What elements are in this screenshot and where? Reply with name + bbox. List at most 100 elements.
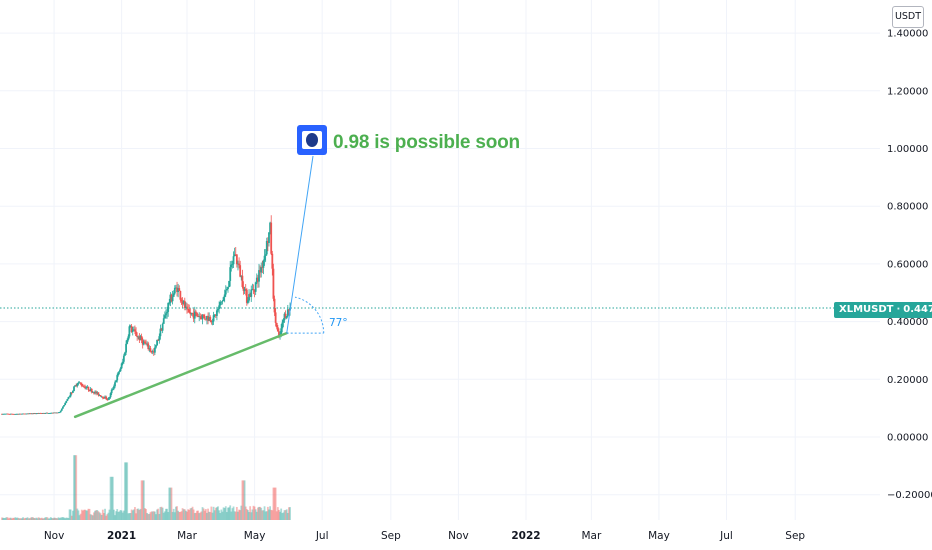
candle-body: [270, 222, 273, 254]
volume-bar: [72, 510, 74, 520]
volume-bar: [38, 517, 41, 520]
candle-body: [58, 412, 61, 414]
volume-bar: [24, 517, 27, 520]
volume-bar: [43, 518, 45, 520]
volume-bar: [166, 508, 168, 520]
candle-body: [197, 315, 199, 317]
x-tick-label: Jul: [719, 530, 733, 542]
candle-body: [238, 263, 240, 266]
volume-bar: [146, 512, 149, 520]
candle-body: [7, 413, 10, 415]
volume-bar: [124, 462, 126, 520]
volume-bar: [225, 512, 228, 520]
volume-bar: [197, 510, 199, 520]
volume-bar: [132, 509, 135, 520]
x-tick-label: 2021: [107, 530, 136, 542]
candle-body: [34, 413, 37, 415]
volume-bar: [78, 515, 81, 520]
candle-body: [75, 385, 78, 387]
candle-body: [83, 386, 85, 388]
candle-body: [217, 308, 219, 311]
candle-body: [17, 413, 20, 415]
candle-body: [255, 277, 258, 283]
volume-bar: [145, 509, 147, 520]
volume-bar: [187, 509, 190, 520]
callout-annotation[interactable]: 0.98 is possible soon: [333, 132, 520, 153]
volume-bar: [33, 517, 36, 520]
candle-body: [135, 331, 137, 336]
volume-bar: [219, 513, 222, 520]
volume-bar: [289, 507, 291, 520]
volume-bar: [84, 509, 86, 520]
candle-body: [131, 330, 134, 332]
volume-bar: [254, 509, 257, 520]
angle-arc: [294, 296, 325, 334]
candle-body: [168, 302, 171, 304]
coin-icon[interactable]: [297, 125, 327, 155]
candle-body: [158, 336, 161, 341]
candle-body: [66, 399, 69, 401]
volume-bar: [288, 507, 290, 520]
candle-body: [68, 396, 71, 398]
candle-body: [237, 263, 239, 265]
candle-body: [27, 413, 30, 415]
volume-bar: [28, 518, 31, 520]
candle-body: [141, 340, 144, 345]
candle-body: [179, 290, 182, 300]
candle-body: [284, 313, 287, 319]
candle-body: [103, 397, 105, 399]
volume-bar: [262, 510, 265, 520]
candle-body: [224, 290, 227, 295]
candle-body: [207, 315, 209, 321]
candle-body: [136, 335, 139, 337]
volume-bar: [275, 511, 278, 520]
volume-bar: [211, 512, 214, 520]
volume-bar: [218, 510, 221, 520]
candle-body: [206, 315, 208, 320]
currency-unit-label[interactable]: USDT: [892, 6, 924, 28]
volume-bar: [192, 509, 195, 520]
candle-body: [21, 413, 23, 415]
y-tick-label: 0.00000: [887, 433, 928, 444]
x-axis[interactable]: Nov 2021 Mar May Jul Sep Nov 2022 Mar May Jul Sep: [44, 530, 806, 542]
candle-body: [234, 254, 237, 256]
candle-body: [37, 413, 40, 414]
volume-bar: [279, 511, 281, 520]
candle-body: [249, 294, 252, 297]
y-axis[interactable]: 1.40000 1.20000 1.00000 0.80000 0.60000 0.400…: [887, 29, 932, 502]
volume-bar: [259, 506, 262, 520]
badge-separator: ·: [896, 304, 901, 315]
candle-body: [134, 329, 136, 332]
volume-bar: [48, 518, 51, 520]
candle-body: [258, 270, 260, 282]
candle-body: [59, 410, 62, 413]
volume-bar: [44, 517, 47, 520]
candle-body: [119, 368, 122, 372]
candle-body: [244, 288, 247, 290]
volume-bar: [81, 510, 84, 520]
candle-body: [33, 413, 36, 415]
candle-body: [257, 277, 259, 282]
volume-bar: [103, 513, 105, 520]
drawing-layer[interactable]: [0, 155, 880, 419]
volume-bar: [286, 512, 289, 520]
candle-body: [230, 264, 233, 268]
candle-body: [63, 404, 65, 407]
volume-bar: [162, 512, 165, 520]
volume-bar: [243, 480, 246, 520]
volume-bar: [182, 509, 185, 520]
candle-body: [213, 314, 216, 316]
volume-bar: [73, 455, 75, 520]
candle-body: [285, 316, 288, 319]
volume-bar: [125, 462, 127, 520]
candle-body: [49, 412, 52, 414]
volume-bar: [144, 508, 146, 520]
y-tick-label: 1.40000: [887, 29, 928, 40]
volume-bar: [153, 511, 156, 520]
volume-bar: [14, 517, 17, 520]
volume-bar: [74, 455, 77, 520]
volume-bar: [126, 462, 129, 520]
volume-bar: [238, 509, 240, 520]
candle-body: [107, 398, 110, 400]
